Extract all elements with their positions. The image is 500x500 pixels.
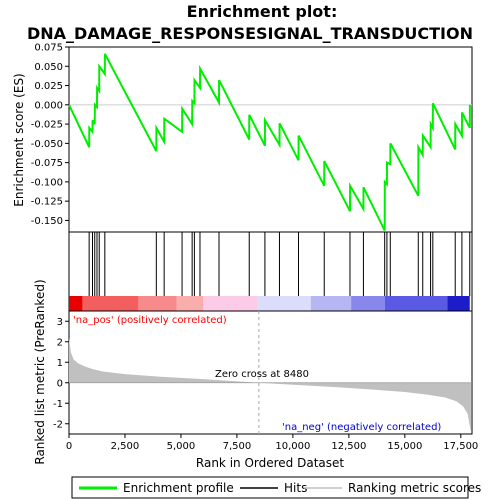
colorbar-segment-5 xyxy=(257,296,311,311)
metric-y-tick-label-1: 2 xyxy=(57,337,63,348)
es-y-tick-label-5: -0.050 xyxy=(31,139,63,150)
hit-markers xyxy=(88,232,471,296)
colorbar-segment-6 xyxy=(310,296,352,311)
x-tick-label-3: 7,500 xyxy=(223,441,252,452)
metric-y-tick-label-5: -2 xyxy=(53,419,63,430)
es-y-tick-label-4: -0.025 xyxy=(31,120,63,131)
chart-title-line1: Enrichment plot: xyxy=(187,2,338,21)
rank-colorbar xyxy=(69,296,470,311)
metric-y-tick-label-4: -1 xyxy=(53,399,63,410)
metric-y-tick-label-2: 1 xyxy=(57,358,63,369)
legend: Enrichment profile Hits Ranking metric s… xyxy=(71,476,481,499)
colorbar-segment-3 xyxy=(176,296,204,311)
x-tick-label-6: 15,000 xyxy=(387,441,422,452)
neg-label: 'na_neg' (negatively correlated) xyxy=(282,422,441,433)
legend-hits-label: Hits xyxy=(284,481,307,495)
es-y-axis-label: Enrichment score (ES) xyxy=(12,73,26,206)
metric-panel-frame xyxy=(68,310,473,435)
es-y-tick-label-9: -0.150 xyxy=(31,216,63,227)
metric-y-tick-label-3: 0 xyxy=(57,378,63,389)
es-panel xyxy=(68,53,472,231)
colorbar-segment-7 xyxy=(351,296,385,311)
es-y-tick-label-1: 0.050 xyxy=(34,62,63,73)
legend-metric-label: Ranking metric scores xyxy=(348,481,481,495)
x-tick-label-2: 5,000 xyxy=(167,441,196,452)
es-y-tick-label-3: 0.000 xyxy=(34,100,63,111)
es-panel-frame xyxy=(68,46,473,233)
ranking-metric-area xyxy=(69,337,471,432)
x-tick-label-7: 17,500 xyxy=(443,441,478,452)
x-tick-label-1: 2,500 xyxy=(111,441,140,452)
es-y-tick-label-0: 0.075 xyxy=(34,43,63,54)
pos-label: 'na_pos' (positively correlated) xyxy=(73,315,227,326)
es-y-axis: 0.075 0.050 0.025 0.000 -0.025 -0.050 -0.075 -0… xyxy=(31,43,69,227)
es-y-tick-label-2: 0.025 xyxy=(34,81,63,92)
es-y-tick-label-7: -0.100 xyxy=(31,177,63,188)
colorbar-segment-2 xyxy=(138,296,177,311)
zero-cross-label: Zero cross at 8480 xyxy=(215,369,309,380)
colorbar-segment-1 xyxy=(82,296,139,311)
metric-y-axis: 3 2 1 0 -1 -2 xyxy=(53,317,69,430)
colorbar-segment-0 xyxy=(69,296,83,311)
legend-enrichment-label: Enrichment profile xyxy=(123,481,234,495)
colorbar-segment-8 xyxy=(384,296,448,311)
ranking-metric-panel xyxy=(69,311,472,434)
colorbar-segment-4 xyxy=(203,296,258,311)
metric-y-tick-label-0: 3 xyxy=(57,317,63,328)
x-tick-label-4: 10,000 xyxy=(275,441,310,452)
colorbar-segment-9 xyxy=(447,296,470,311)
x-axis-label: Rank in Ordered Dataset xyxy=(196,456,344,470)
x-axis: 0 2,500 5,000 7,500 10,000 12,500 15,000 17,500 xyxy=(66,434,478,452)
enrichment-profile-line xyxy=(68,53,471,231)
es-y-tick-label-6: -0.075 xyxy=(31,158,63,169)
metric-y-axis-label: Ranked list metric (PreRanked) xyxy=(33,279,47,464)
chart-title-line2: DNA_DAMAGE_RESPONSESIGNAL_TRANSDUCTION xyxy=(27,24,473,43)
x-tick-label-5: 12,500 xyxy=(331,441,366,452)
x-tick-label-0: 0 xyxy=(66,441,72,452)
es-y-tick-label-8: -0.125 xyxy=(31,197,63,208)
